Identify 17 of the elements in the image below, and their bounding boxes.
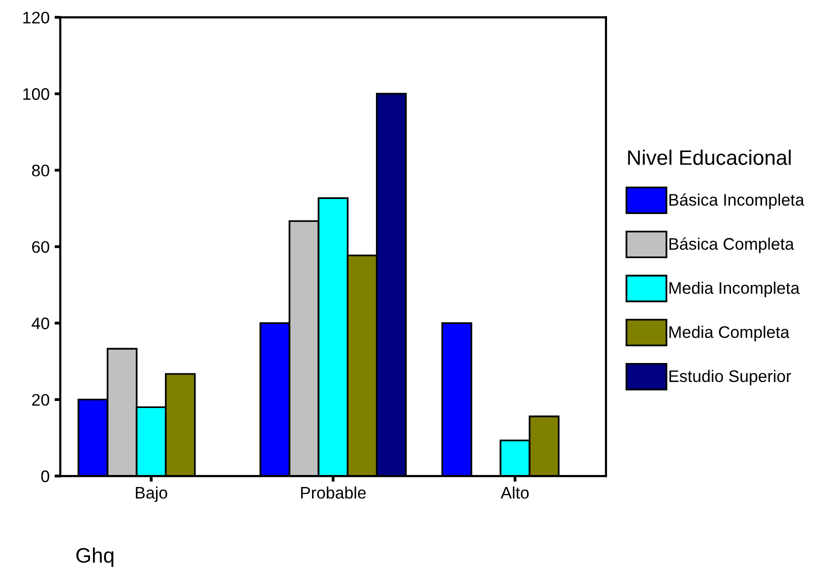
x-axis-title: Ghq <box>76 547 114 567</box>
y-tick-label: 20 <box>32 394 50 406</box>
y-tick-label: 40 <box>32 318 50 330</box>
y-tick-label: 60 <box>32 241 50 253</box>
legend-label: Media Incompleta <box>669 282 800 298</box>
x-tick-label: Bajo <box>136 486 168 502</box>
x-tick-label: Alto <box>500 486 529 499</box>
legend-label: Básica Completa <box>669 237 794 254</box>
y-tick-label: 0 <box>41 470 50 482</box>
legend-title: Nivel Educacional <box>628 150 791 165</box>
y-tick-label: 120 <box>23 12 50 24</box>
y-tick-label: 100 <box>23 88 50 100</box>
x-tick-label: Probable <box>301 486 366 499</box>
legend-label: Media Completa <box>669 326 790 342</box>
legend-label: Básica Incompleta <box>669 193 804 210</box>
legend-label: Estudio Superior <box>669 370 792 386</box>
y-tick-label: 80 <box>32 164 50 176</box>
